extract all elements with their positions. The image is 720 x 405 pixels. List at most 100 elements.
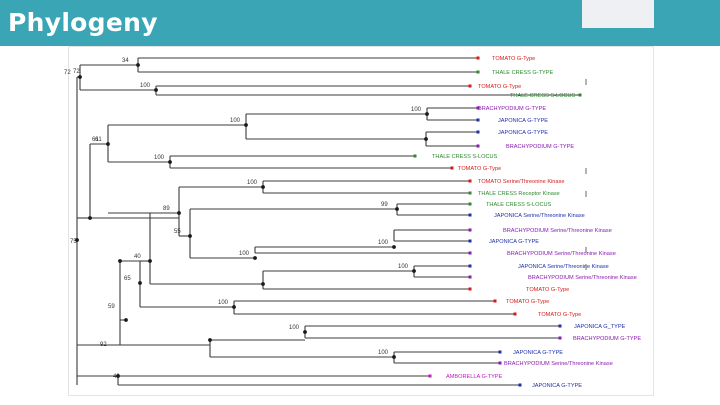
bootstrap-value: 75 [70,239,77,245]
leaf-label: THALE CRESS G-TYPE [492,70,554,76]
tree-node [154,88,158,92]
leaf-label: JAPONICA G-TYPE [489,239,539,245]
leaf-label: JAPONICA G-TYPE [498,118,548,124]
tree-node [303,330,307,334]
leaf-label: BRACHYPODIUM Serine/Threonine Kinase [528,275,637,281]
leaf-label: TOMATO Serine/Threonine Kinase [478,179,564,185]
bootstrap-value: 55 [174,229,181,235]
leaf-label: TOMATO G-Type [526,287,569,293]
tree-node [75,238,79,242]
slide-title: Phylogeny [8,8,158,37]
leaf-tip [476,106,480,110]
tree-node [88,216,92,220]
tree-node [392,245,396,249]
leaf-tip [468,287,472,291]
tree-node [118,259,122,263]
bootstrap-value: 40 [134,254,141,260]
tree-node [425,112,429,116]
tree-node [261,282,265,286]
leaf-tip [468,264,472,268]
leaf-label: BRACHYPODIUM G-TYPE [506,144,574,150]
tree-node [392,355,396,359]
leaf-tip [558,324,562,328]
leaf-label: TOMATO G-Type [478,84,521,90]
tree-node [261,185,265,189]
leaf-label: TOMATO G-Type [538,312,581,318]
leaf-tip [476,144,480,148]
leaf-tip [498,350,502,354]
tree-node [136,63,140,67]
bootstrap-value: 99 [381,202,388,208]
leaf-tip [558,336,562,340]
leaf-tip [476,118,480,122]
leaf-tip [578,93,582,97]
bootstrap-value: 100 [247,180,258,186]
leaf-tip [413,154,417,158]
leaf-tip [476,56,480,60]
leaf-tip [468,179,472,183]
bootstrap-value: 100 [378,240,389,246]
leaf-label: THALE CRESS Receptor Kinase [478,191,560,197]
bootstrap-value: 65 [124,276,131,282]
bootstrap-value: 61 [95,137,102,143]
leaf-label: JAPONICA Serine/Threonine Kinase [518,264,609,270]
bootstrap-value: 100 [218,300,229,306]
leaf-label: THALE CRESS S-LOCUS [510,93,576,99]
leaf-label: JAPONICA G-TYPE [498,130,548,136]
tree-node [188,234,192,238]
leaf-label: TOMATO G-Type [458,166,501,172]
tree-node [148,259,152,263]
leaf-tip [450,166,454,170]
bootstrap-value: 100 [154,155,165,161]
tree-node [124,318,128,322]
tree-node [395,207,399,211]
tree-node [78,75,82,79]
bootstrap-value: 100 [140,83,151,89]
bootstrap-value: 89 [163,206,170,212]
tree-node [106,142,110,146]
tree-node [253,256,257,260]
bootstrap-value: 100 [239,251,250,257]
bootstrap-value: 100 [230,118,241,124]
leaf-label: BRACHYPODIUM Serine/Threonine Kinase [503,228,612,234]
leaf-label: BRACHYPODIUM G-TYPE [478,106,546,112]
bootstrap-value: 61 [92,137,99,143]
leaf-label: BRACHYPODIUM Serine/Threonine Kinase [504,361,613,367]
tree-node [412,269,416,273]
leaf-label: BRACHYPODIUM Serine/Threonine Kinase [507,251,616,257]
leaf-tip [518,383,522,387]
leaf-tip [468,228,472,232]
tree-node [168,160,172,164]
leaf-tip [428,374,432,378]
panel-top-stripe [582,0,654,28]
leaf-label: THALE CRESS S-LOCUS [486,202,552,208]
leaf-label: JAPONICA G_TYPE [574,324,626,330]
leaf-tip [513,312,517,316]
leaf-tip [498,361,502,365]
tree-node [244,123,248,127]
bootstrap-value: 100 [289,325,300,331]
tree-node [232,305,236,309]
tree-node [424,137,428,141]
leaf-label: JAPONICA G-TYPE [513,350,563,356]
leaf-tip [468,84,472,88]
leaf-label: JAPONICA G-TYPE [532,383,582,389]
tree-node [177,211,181,215]
leaf-tip [493,299,497,303]
bootstrap-value: 100 [411,107,422,113]
leaf-tip [468,202,472,206]
leaf-tip [468,213,472,217]
leaf-label: AMBORELLA G-TYPE [446,374,503,380]
leaf-tip [468,275,472,279]
leaf-tip [468,251,472,255]
leaf-label: TOMATO G-Type [492,56,535,62]
bootstrap-value: 100 [398,264,409,270]
bootstrap-value: 100 [378,350,389,356]
bootstrap-value: 34 [122,58,129,64]
tree-node [208,338,212,342]
bootstrap-value: 72 [64,70,71,76]
leaf-tip [476,130,480,134]
leaf-label: BRACHYPODIUM G-TYPE [573,336,641,342]
leaf-tip [468,239,472,243]
